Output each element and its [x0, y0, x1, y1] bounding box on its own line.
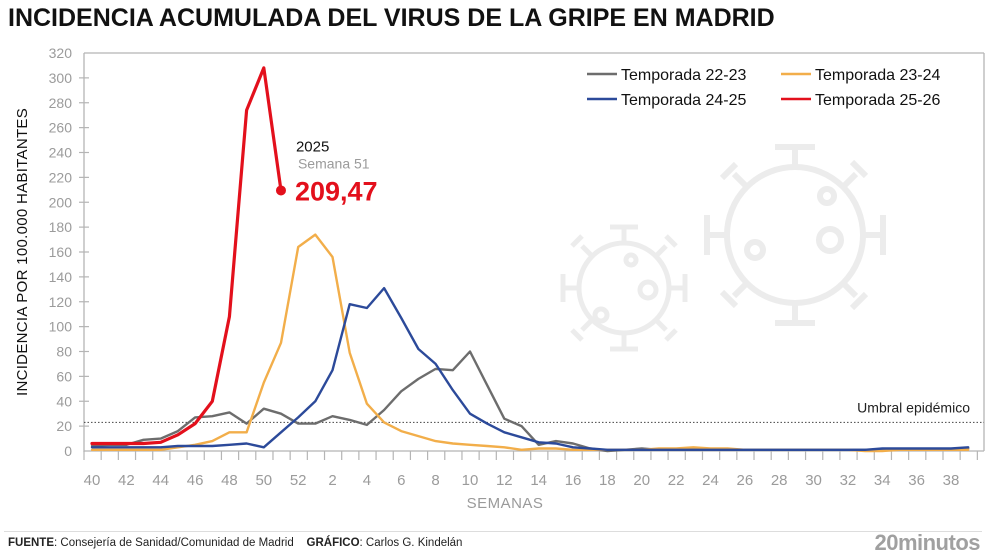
- legend-label: Temporada 24-25: [621, 92, 747, 109]
- x-tick-label: 22: [668, 472, 685, 489]
- legend-label: Temporada 25-26: [815, 92, 941, 109]
- y-tick-label: 120: [49, 294, 73, 310]
- virus-icon-small: [560, 224, 688, 352]
- chart-title: INCIDENCIA ACUMULADA DEL VIRUS DE LA GRI…: [8, 4, 775, 32]
- y-tick-label: 240: [49, 145, 73, 161]
- x-tick-label: 40: [84, 472, 101, 489]
- x-tick-label: 24: [702, 472, 719, 489]
- x-tick-label: 10: [462, 472, 479, 489]
- y-tick-label: 100: [49, 319, 73, 335]
- y-tick-label: 220: [49, 169, 73, 185]
- threshold-label: Umbral epidémico: [857, 399, 970, 415]
- x-tick-label: 14: [530, 472, 547, 489]
- y-tick-label: 140: [49, 269, 73, 285]
- x-tick-label: 28: [771, 472, 788, 489]
- source-text: : Consejería de Sanidad/Comunidad de Mad…: [54, 537, 294, 549]
- x-tick-label: 12: [496, 472, 513, 489]
- x-tick-label: 26: [736, 472, 753, 489]
- x-axis-label: SEMANAS: [467, 495, 544, 512]
- y-tick-label: 40: [56, 393, 72, 409]
- x-tick-label: 18: [599, 472, 616, 489]
- x-tick-label: 2: [328, 472, 336, 489]
- series-line-temporada-24-25: [90, 286, 970, 451]
- source-label: FUENTE: [8, 537, 54, 549]
- y-tick-label: 280: [49, 95, 73, 111]
- legend-label: Temporada 23-24: [815, 67, 941, 84]
- x-tick-label: 42: [118, 472, 135, 489]
- x-tick-label: 16: [565, 472, 582, 489]
- brand-logo: 20minutos: [874, 530, 980, 555]
- x-tick-label: 38: [943, 472, 960, 489]
- x-tick-label: 50: [255, 472, 272, 489]
- last-value-marker: [275, 185, 286, 196]
- footer-credits: FUENTE: Consejería de Sanidad/Comunidad …: [8, 537, 462, 549]
- y-tick-label: 180: [49, 219, 73, 235]
- y-tick-label: 320: [49, 45, 73, 61]
- annotation-week: Semana 51: [298, 155, 370, 171]
- y-tick-label: 20: [56, 418, 72, 434]
- x-tick-label: 20: [633, 472, 650, 489]
- x-tick-label: 30: [805, 472, 822, 489]
- y-tick-label: 60: [56, 368, 72, 384]
- x-tick-label: 44: [152, 472, 169, 489]
- annotation-value: 209,47: [295, 176, 378, 206]
- legend-label: Temporada 22-23: [621, 67, 747, 84]
- x-tick-label: 34: [874, 472, 891, 489]
- y-tick-label: 200: [49, 194, 73, 210]
- y-axis-label: INCIDENCIA POR 100.000 HABITANTES: [14, 108, 31, 396]
- virus-icon-large: [704, 144, 886, 326]
- y-tick-label: 160: [49, 244, 73, 260]
- chart: 0204060801001201401601802002202402602803…: [14, 45, 985, 512]
- series-line-temporada-25-26: [90, 66, 283, 446]
- annotation-year: 2025: [296, 138, 329, 155]
- graphic-label: GRÁFICO: [306, 537, 360, 549]
- x-tick-label: 52: [290, 472, 307, 489]
- y-tick-label: 80: [56, 344, 72, 360]
- x-tick-label: 6: [397, 472, 405, 489]
- graphic-text: : Carlos G. Kindelán: [359, 537, 463, 549]
- x-tick-label: 36: [908, 472, 925, 489]
- y-tick-label: 260: [49, 120, 73, 136]
- x-tick-label: 8: [431, 472, 439, 489]
- x-tick-label: 32: [840, 472, 857, 489]
- footer-divider: [4, 531, 982, 532]
- x-tick-label: 46: [187, 472, 204, 489]
- x-tick-label: 4: [363, 472, 371, 489]
- y-tick-label: 0: [64, 443, 72, 459]
- y-tick-label: 300: [49, 70, 73, 86]
- x-tick-label: 48: [221, 472, 238, 489]
